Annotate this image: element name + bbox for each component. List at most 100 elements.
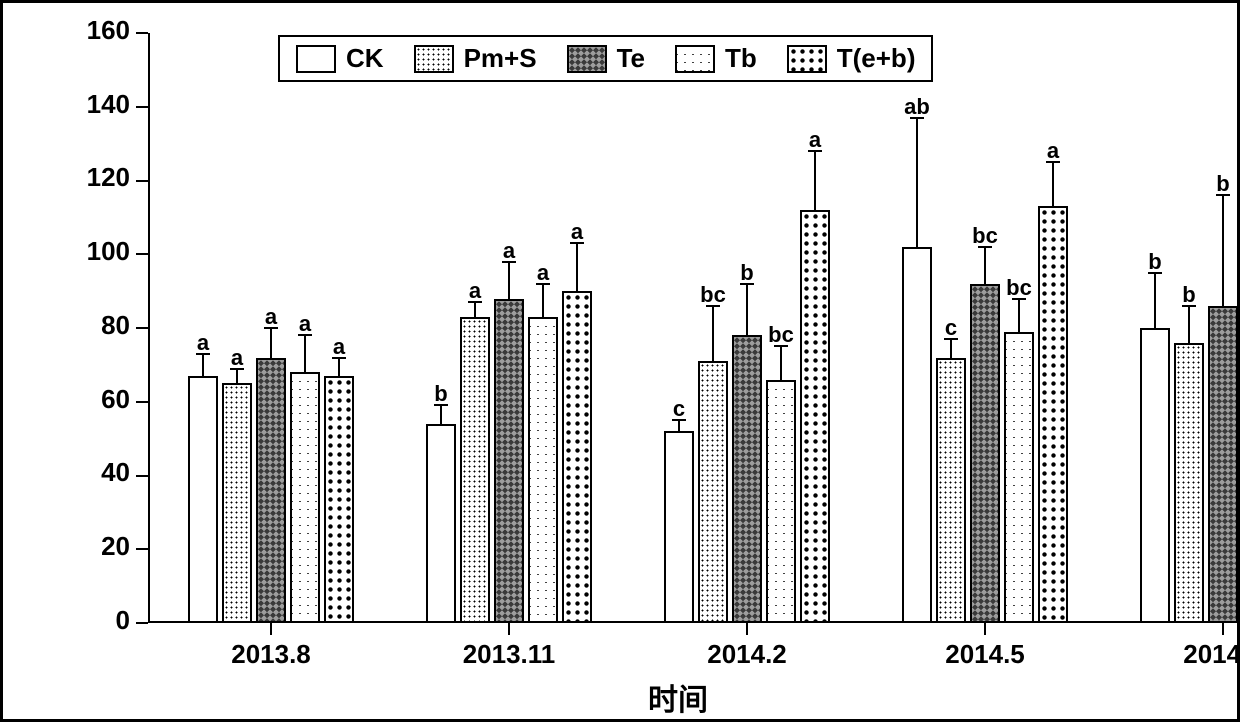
errbar xyxy=(1018,299,1020,332)
bar-Tb xyxy=(1004,332,1034,623)
errbar xyxy=(1052,162,1054,206)
x-tick xyxy=(1222,623,1224,635)
bar-Te xyxy=(494,299,524,624)
bar-CK xyxy=(902,247,932,623)
sig-label: a xyxy=(518,260,568,286)
x-tick-label: 2014.5 xyxy=(905,639,1065,670)
y-tick-label: 20 xyxy=(50,531,130,562)
y-tick-label: 160 xyxy=(50,15,130,46)
y-tick xyxy=(136,180,148,182)
legend-item-Tb: Tb xyxy=(675,43,757,74)
bar-Tb xyxy=(528,317,558,623)
sig-label: bc xyxy=(960,223,1010,249)
bar-PmS xyxy=(1174,343,1204,623)
x-tick-label: 2013.8 xyxy=(191,639,351,670)
bar-Te xyxy=(1208,306,1238,623)
x-tick xyxy=(270,623,272,635)
sig-label: bc xyxy=(994,275,1044,301)
y-tick-label: 40 xyxy=(50,457,130,488)
errbar xyxy=(1188,306,1190,343)
y-tick xyxy=(136,401,148,403)
bar-Te xyxy=(256,358,286,624)
y-tick-label: 80 xyxy=(50,310,130,341)
legend-swatch-Teb xyxy=(787,45,827,73)
legend-label: Tb xyxy=(725,43,757,74)
legend-label: T(e+b) xyxy=(837,43,916,74)
bar-Teb xyxy=(324,376,354,623)
legend-item-Te: Te xyxy=(567,43,645,74)
x-tick xyxy=(984,623,986,635)
bar-PmS xyxy=(460,317,490,623)
legend-swatch-PmS xyxy=(414,45,454,73)
sig-label: a xyxy=(790,127,840,153)
sig-label: c xyxy=(926,315,976,341)
sig-label: b xyxy=(1198,171,1240,197)
errbar xyxy=(780,346,782,379)
errbar xyxy=(576,243,578,291)
y-tick xyxy=(136,548,148,550)
sig-label: b xyxy=(1232,201,1240,227)
sig-label: b xyxy=(1130,249,1180,275)
errbar xyxy=(338,358,340,376)
y-tick xyxy=(136,622,148,624)
x-axis-label: 时间 xyxy=(578,675,778,719)
sig-label: a xyxy=(1028,138,1078,164)
y-tick-label: 60 xyxy=(50,384,130,415)
bar-Tb xyxy=(766,380,796,623)
sig-label: a xyxy=(314,334,364,360)
sig-label: b xyxy=(1164,282,1214,308)
bar-Te xyxy=(732,335,762,623)
plot-area: 0204060801001201401602013.8aaaaa2013.11b… xyxy=(148,33,1208,623)
errbar xyxy=(814,151,816,210)
errbar xyxy=(542,284,544,317)
errbar xyxy=(1154,273,1156,328)
y-tick xyxy=(136,32,148,34)
x-tick xyxy=(508,623,510,635)
errbar xyxy=(270,328,272,358)
legend-swatch-Te xyxy=(567,45,607,73)
legend-swatch-CK xyxy=(296,45,336,73)
bar-PmS xyxy=(698,361,728,623)
bar-CK xyxy=(188,376,218,623)
sig-label: bc xyxy=(756,322,806,348)
legend-label: Pm+S xyxy=(464,43,537,74)
errbar xyxy=(916,118,918,247)
errbar xyxy=(746,284,748,336)
sig-label: a xyxy=(212,345,262,371)
y-axis-line xyxy=(148,33,150,623)
bar-PmS xyxy=(936,358,966,624)
errbar xyxy=(474,302,476,317)
bar-Teb xyxy=(1038,206,1068,623)
errbar xyxy=(712,306,714,361)
sig-label: ab xyxy=(892,94,942,120)
y-tick xyxy=(136,327,148,329)
errbar xyxy=(236,369,238,384)
bar-Tb xyxy=(290,372,320,623)
x-tick-label: 2014.2 xyxy=(667,639,827,670)
sig-label: bc xyxy=(688,282,738,308)
legend: CK Pm+S Te Tb T(e+b) xyxy=(278,35,933,82)
sig-label: b xyxy=(722,260,772,286)
bar-CK xyxy=(426,424,456,623)
legend-swatch-Tb xyxy=(675,45,715,73)
legend-item-Teb: T(e+b) xyxy=(787,43,916,74)
bar-PmS xyxy=(222,383,252,623)
sig-label: a xyxy=(450,278,500,304)
sig-label: c xyxy=(654,396,704,422)
errbar xyxy=(202,354,204,376)
errbar xyxy=(1222,195,1224,306)
sig-label: a xyxy=(552,219,602,245)
errbar xyxy=(950,339,952,357)
x-tick xyxy=(746,623,748,635)
bar-Teb xyxy=(800,210,830,623)
errbar xyxy=(304,335,306,372)
errbar xyxy=(984,247,986,284)
x-tick-label: 2014.8 xyxy=(1143,639,1240,670)
sig-label: b xyxy=(416,381,466,407)
legend-label: CK xyxy=(346,43,384,74)
legend-item-PmS: Pm+S xyxy=(414,43,537,74)
y-tick-label: 120 xyxy=(50,162,130,193)
y-tick xyxy=(136,106,148,108)
bar-Te xyxy=(970,284,1000,623)
bar-CK xyxy=(1140,328,1170,623)
